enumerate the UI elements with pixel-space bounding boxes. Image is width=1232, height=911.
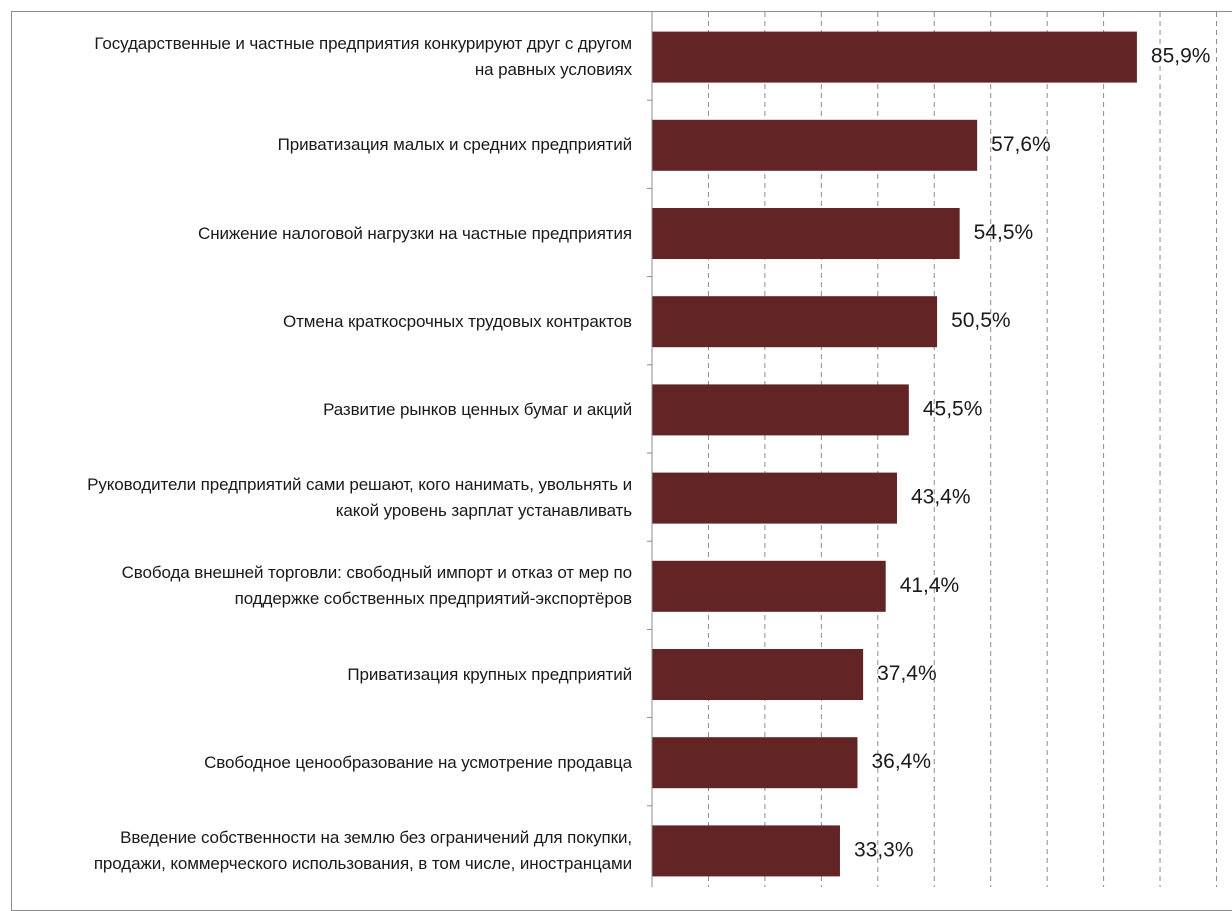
bars [652,31,1137,877]
category-label: Свободное ценообразование на усмотрение … [204,752,632,772]
bar [652,737,858,789]
value-label: 41,4% [900,574,960,597]
value-label: 45,5% [923,397,983,420]
category-label: Свобода внешней торговли: свободный импо… [121,563,633,609]
chart: 85,9% 57,6% 54,5% 50,5% 45,5% 43,4% 41,4% 37,4%… [11,11,1232,911]
category-label: Отмена краткосрочных трудовых контрактов [283,311,632,331]
category-label: Приватизация крупных предприятий [347,664,632,684]
category-label: Руководители предприятий сами решают, ко… [87,475,632,521]
bar [652,825,840,877]
value-label: 57,6% [991,133,1051,156]
value-label: 85,9% [1151,45,1211,68]
bar [652,296,938,348]
category-label: Снижение налоговой нагрузки на частные п… [198,223,632,243]
value-label: 37,4% [877,662,937,685]
category-label: Введение собственности на землю без огра… [93,827,632,873]
value-label: 50,5% [951,309,1011,332]
value-label: 36,4% [871,750,931,773]
bar [652,31,1137,83]
bar [652,119,978,171]
category-label: Приватизация малых и средних предприятий [277,135,632,155]
chart-plot: 85,9% 57,6% 54,5% 50,5% 45,5% 43,4% 41,4% 37,4%… [647,12,1217,887]
value-label: 43,4% [911,486,971,509]
value-label: 33,3% [854,838,914,861]
bar [652,560,886,612]
value-label: 54,5% [974,221,1034,244]
bar [652,649,864,700]
bar [652,384,909,436]
axis-ticks [647,99,652,807]
bar [652,472,897,524]
category-label: Государственные и частные предприятия ко… [94,34,632,80]
category-label: Развитие рынков ценных бумаг и акций [323,399,632,419]
bar [652,208,960,259]
value-labels: 85,9% 57,6% 54,5% 50,5% 45,5% 43,4% 41,4% 37,4%… [854,45,1210,862]
